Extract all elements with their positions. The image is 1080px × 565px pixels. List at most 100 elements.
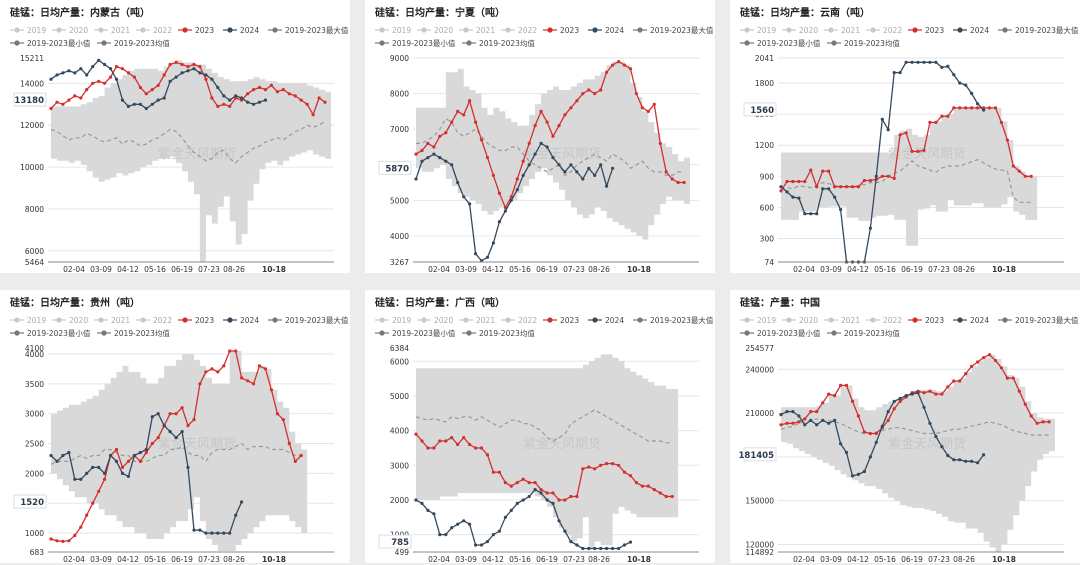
data-point-2024 bbox=[982, 453, 986, 457]
y-tick-label: 120000 bbox=[745, 541, 774, 550]
data-point-2024 bbox=[144, 106, 148, 111]
legend-item-2020: 2020 bbox=[52, 26, 88, 35]
data-point-2023 bbox=[168, 412, 172, 416]
legend-item-2022: 2022 bbox=[136, 316, 172, 325]
legend-label: 2021 bbox=[111, 26, 130, 35]
data-point-2023 bbox=[67, 98, 71, 102]
legend-marker bbox=[182, 27, 188, 33]
data-point-2023 bbox=[862, 430, 866, 434]
series-line-avg bbox=[780, 159, 1032, 203]
data-point-2023 bbox=[676, 180, 680, 185]
data-point-2024 bbox=[174, 436, 178, 440]
data-point-2024 bbox=[450, 163, 454, 167]
x-tick-label: 10-18 bbox=[627, 555, 651, 563]
data-point-2023 bbox=[993, 358, 998, 363]
data-point-2023 bbox=[228, 349, 232, 353]
data-point-2024 bbox=[934, 60, 938, 64]
current-value-box bbox=[378, 534, 412, 549]
data-point-2024 bbox=[222, 94, 226, 98]
data-point-2023 bbox=[999, 120, 1003, 124]
data-point-2024 bbox=[49, 453, 53, 458]
legend-marker bbox=[421, 27, 427, 33]
data-point-2024 bbox=[204, 531, 208, 535]
data-point-2023 bbox=[533, 481, 537, 485]
data-point-2023 bbox=[216, 104, 220, 108]
data-point-2023 bbox=[144, 450, 148, 455]
data-point-2023 bbox=[827, 169, 831, 173]
chart-guizhou: 硅锰：日均产量：贵州（吨） 2019 2020 2021 2022 2023 2024 201… bbox=[10, 296, 349, 563]
data-point-2023 bbox=[144, 92, 148, 96]
data-point-2023 bbox=[132, 75, 136, 79]
data-point-2023 bbox=[904, 131, 908, 135]
data-point-2024 bbox=[156, 412, 160, 416]
data-point-2023 bbox=[198, 65, 202, 69]
legend-label: 2022 bbox=[883, 26, 902, 35]
data-point-2023 bbox=[922, 391, 926, 395]
data-point-2023 bbox=[79, 525, 83, 529]
legend-item-2023: 2023 bbox=[178, 316, 214, 325]
data-point-2024 bbox=[527, 163, 531, 167]
data-point-2024 bbox=[444, 159, 448, 163]
data-point-2023 bbox=[658, 491, 662, 495]
data-point-2023 bbox=[539, 109, 543, 113]
legend-marker bbox=[828, 27, 834, 33]
data-point-2023 bbox=[599, 88, 603, 92]
legend-marker bbox=[463, 317, 469, 323]
y-tick-label: 9000 bbox=[390, 54, 409, 63]
y-tick-label: 900 bbox=[760, 172, 775, 181]
x-tick-label: 05-16 bbox=[509, 265, 531, 273]
y-tick-label: 4000 bbox=[390, 232, 409, 241]
data-point-2023 bbox=[246, 379, 250, 383]
data-point-2023 bbox=[987, 353, 992, 357]
data-point-2024 bbox=[946, 64, 950, 68]
data-point-2024 bbox=[880, 117, 884, 121]
data-point-2024 bbox=[474, 252, 478, 256]
data-point-2023 bbox=[839, 383, 843, 387]
current-value-tag: 785 bbox=[378, 534, 412, 549]
x-tick-label: 07-23 bbox=[928, 555, 950, 563]
data-point-2023 bbox=[246, 92, 250, 96]
y-tick-label: 10000 bbox=[20, 163, 44, 172]
legend-item-2022: 2022 bbox=[866, 316, 902, 325]
legend-label: 2019-2023最大值 bbox=[650, 25, 714, 35]
x-tick-label: 03-09 bbox=[455, 555, 477, 563]
legend-marker bbox=[379, 40, 385, 46]
data-point-2024 bbox=[581, 546, 585, 551]
data-point-2023 bbox=[850, 185, 855, 189]
data-point-2024 bbox=[462, 519, 466, 523]
data-point-2023 bbox=[281, 88, 285, 92]
range-band-max-min bbox=[781, 354, 1055, 552]
data-point-2023 bbox=[634, 481, 638, 485]
series-line-avg bbox=[415, 409, 673, 444]
data-point-2023 bbox=[976, 360, 980, 364]
data-point-2023 bbox=[527, 481, 531, 485]
legend-marker bbox=[14, 27, 20, 33]
data-point-2024 bbox=[103, 62, 107, 67]
x-tick-label: 10-18 bbox=[262, 265, 286, 273]
data-point-2024 bbox=[982, 108, 986, 112]
data-point-2023 bbox=[640, 106, 644, 110]
legend-item-2019-2023均值: 2019-2023均值 bbox=[97, 328, 170, 338]
legend-marker bbox=[957, 317, 963, 323]
legend-marker bbox=[466, 330, 472, 336]
data-point-2023 bbox=[970, 364, 974, 368]
legend-marker bbox=[140, 317, 146, 323]
data-point-2023 bbox=[485, 156, 490, 160]
data-point-2024 bbox=[462, 195, 466, 199]
legend-label: 2022 bbox=[153, 316, 172, 325]
data-point-2023 bbox=[587, 88, 591, 92]
data-point-2024 bbox=[527, 494, 531, 499]
data-point-2024 bbox=[856, 472, 860, 476]
data-point-2024 bbox=[216, 531, 220, 535]
legend-marker bbox=[56, 27, 62, 33]
x-tick-label: 03-09 bbox=[820, 265, 842, 273]
data-point-2024 bbox=[103, 471, 107, 475]
x-tick-label: 03-09 bbox=[820, 555, 842, 563]
x-tick-label: 06-19 bbox=[536, 555, 558, 563]
data-point-2023 bbox=[275, 412, 279, 416]
data-point-2023 bbox=[634, 92, 638, 96]
legend-label: 2020 bbox=[799, 26, 818, 35]
data-point-2024 bbox=[228, 98, 232, 102]
y-tick-label: 3000 bbox=[390, 461, 409, 470]
data-point-2023 bbox=[114, 447, 119, 452]
